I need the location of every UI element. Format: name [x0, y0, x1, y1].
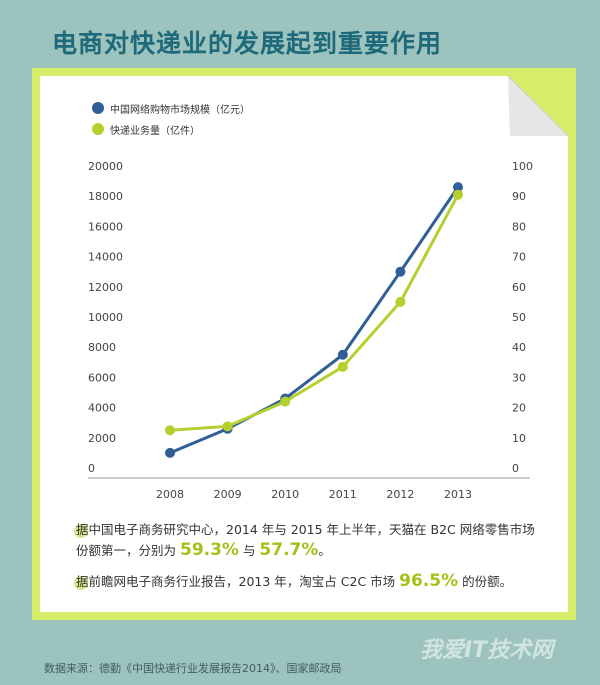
- left-tick-label: 10000: [88, 311, 123, 324]
- series-0-point: [337, 349, 348, 360]
- right-tick-label: 50: [512, 311, 526, 324]
- series-1-point: [337, 361, 348, 372]
- series-0-point: [165, 447, 175, 458]
- left-tick-label: 8000: [88, 341, 116, 354]
- left-tick-label: 20000: [88, 160, 123, 173]
- right-tick-label: 90: [512, 190, 526, 203]
- series-0-point: [395, 266, 406, 277]
- series-line-0: [169, 186, 460, 455]
- right-tick-label: 0: [512, 462, 519, 475]
- x-tick-label: 2013: [444, 488, 472, 501]
- right-tick-label: 30: [512, 371, 526, 384]
- note-bullet-1: [74, 576, 88, 590]
- watermark: 我爱IT技术网: [420, 638, 554, 663]
- page-title: 电商对快递业的发展起到重要作用: [52, 29, 443, 58]
- x-tick-label: 2008: [156, 488, 184, 501]
- left-tick-label: 2000: [88, 432, 116, 445]
- note-0-text: 据中国电子商务研究中心，2014 年与 2015 年上半年，天猫在 B2C 网络…: [76, 522, 535, 558]
- x-tick-label: 2009: [214, 488, 242, 501]
- series-1-point: [453, 189, 463, 200]
- right-tick-label: 80: [512, 220, 526, 233]
- left-tick-label: 6000: [88, 371, 116, 384]
- note-0: 据中国电子商务研究中心，2014 年与 2015 年上半年，天猫在 B2C 网络…: [76, 520, 536, 561]
- note-0-end: 。: [318, 543, 331, 558]
- line-chart: 0 2000 4000 6000 8000 10000 12000 14000 16000 180…: [88, 160, 533, 501]
- note-0-mid: 与: [238, 543, 260, 558]
- right-tick-label: 60: [512, 281, 526, 294]
- series-0-point: [453, 182, 463, 193]
- legend-dot-1: [92, 123, 104, 135]
- left-tick-label: 0: [88, 462, 95, 475]
- legend-item-0: 中国网络购物市场规模（亿元）: [92, 100, 250, 116]
- left-tick-label: 16000: [88, 220, 123, 233]
- legend-label-1: 快递业务量（亿件）: [110, 125, 200, 137]
- left-tick-label: 14000: [88, 251, 123, 264]
- series-1-point: [222, 421, 233, 432]
- legend-label-0: 中国网络购物市场规模（亿元）: [110, 104, 250, 116]
- right-tick-label: 100: [512, 160, 533, 173]
- series-1-point: [395, 296, 406, 307]
- legend-dot-0: [92, 102, 104, 114]
- series-1-point: [280, 396, 291, 407]
- right-tick-label: 40: [512, 341, 526, 354]
- note-1-end: 的份额。: [458, 574, 513, 589]
- x-tick-label: 2012: [386, 488, 414, 501]
- left-tick-label: 18000: [88, 190, 123, 203]
- source-note: 数据来源：德勤《中国快递行业发展报告2014》、国家邮政局: [44, 662, 342, 675]
- chart-paper: 中国网络购物市场规模（亿元） 快递业务量（亿件） 0 2000 4000 6000 80…: [40, 76, 568, 612]
- x-tick-label: 2011: [329, 488, 357, 501]
- left-tick-label: 12000: [88, 281, 123, 294]
- right-tick-label: 20: [512, 402, 526, 415]
- note-1-highlight: 96.5%: [399, 571, 459, 591]
- right-tick-label: 10: [512, 432, 526, 445]
- note-1: 据前瞻网电子商务行业报告，2013 年，淘宝占 C2C 市场 96.5% 的份额…: [76, 571, 536, 592]
- series-1-point: [165, 425, 175, 436]
- x-tick-label: 2010: [271, 488, 299, 501]
- right-tick-label: 70: [512, 251, 526, 264]
- note-0-highlight-1: 59.3%: [179, 540, 239, 560]
- left-tick-label: 4000: [88, 402, 116, 415]
- note-0-highlight-2: 57.7%: [259, 540, 319, 560]
- series-line-1: [169, 193, 460, 432]
- note-bullet-0: [74, 524, 88, 538]
- note-1-text: 据前瞻网电子商务行业报告，2013 年，淘宝占 C2C 市场: [76, 574, 400, 589]
- legend-item-1: 快递业务量（亿件）: [92, 121, 200, 137]
